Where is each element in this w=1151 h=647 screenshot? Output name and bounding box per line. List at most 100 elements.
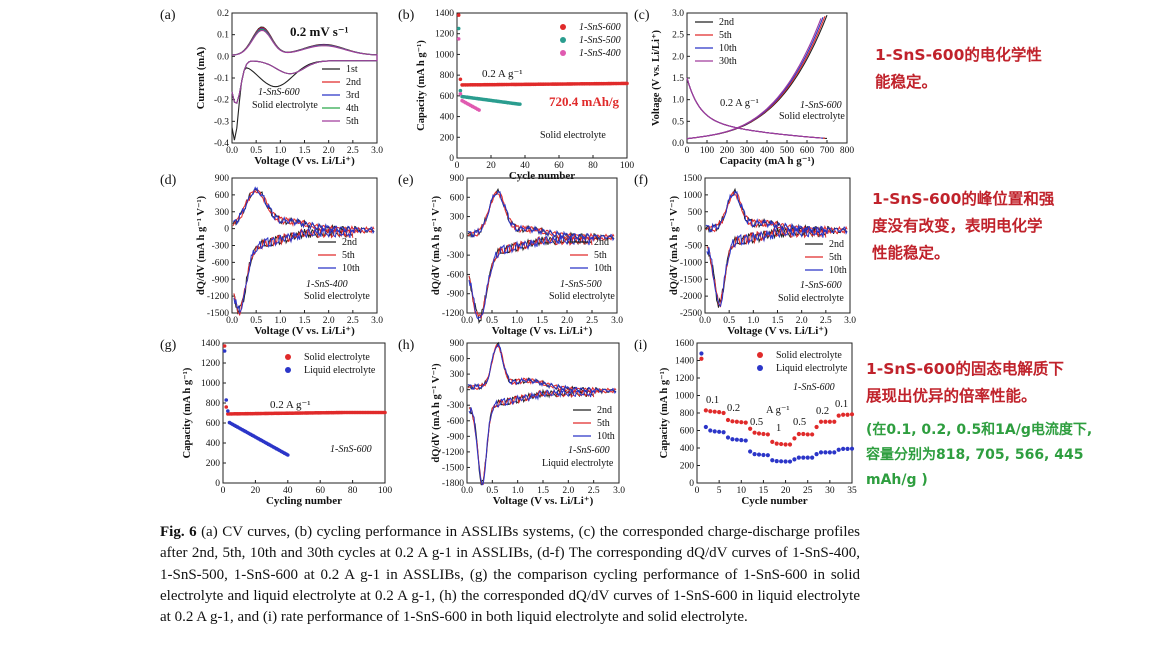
y-tick-label: 1.0	[672, 96, 684, 106]
panel-letter: (i)	[634, 338, 648, 353]
y-tick-label: -900	[447, 290, 465, 300]
y-tick-label: -2000	[680, 292, 702, 302]
point-liquid-electrolyte	[734, 437, 739, 442]
y-tick-label: 300	[215, 208, 230, 218]
point-solid-electrolyte	[845, 412, 850, 417]
y-tick-label: 2.5	[672, 31, 684, 41]
point-solid-electrolyte	[699, 356, 704, 361]
y-tick-label: 1500	[683, 174, 702, 184]
rate-label: 0.1	[835, 399, 848, 410]
legend-entry: 5th	[829, 252, 842, 263]
rate-label: 1	[776, 423, 781, 434]
point-liquid-electrolyte	[849, 446, 855, 451]
x-tick-label: 1.5	[772, 316, 784, 326]
point-solid-electrolyte	[836, 413, 841, 418]
legend-entry: 1st	[346, 64, 358, 75]
x-tick-label: 1.0	[512, 486, 524, 496]
y-tick-label: 600	[450, 355, 465, 365]
point-solid-electrolyte	[841, 412, 846, 417]
point-solid-electrolyte	[796, 431, 801, 437]
current-density-label: 0.2 A g⁻¹	[270, 399, 311, 411]
x-tick-label: 20	[251, 486, 261, 496]
x-tick-label: 500	[780, 146, 795, 156]
point-solid-electrolyte	[761, 431, 766, 437]
y-tick-label: 800	[680, 409, 695, 419]
panel-letter: (f)	[634, 173, 648, 188]
panel-d: (d) 0.0 0.5 1.0 1.5 2.0 2.5 3.0 900 600 300 0 -300 -6…	[160, 173, 383, 337]
panel-a: (a) 0.0 0.5 1.0 1.5 2.0 2.5 3.0 0.2 0.1 0.0 -0.1 -0.…	[160, 8, 383, 167]
caption-label: Fig. 6	[160, 524, 197, 540]
x-tick-label: 0.0	[461, 486, 473, 496]
x-tick-label: 700	[820, 146, 835, 156]
point-liquid-electrolyte	[792, 457, 797, 462]
x-tick-label: 0	[221, 486, 226, 496]
x-tick-label: 1.0	[274, 146, 286, 156]
point-liquid-electrolyte	[712, 429, 717, 434]
y-tick-label: 600	[215, 191, 230, 201]
point-solid-electrolyte	[708, 409, 713, 414]
y-tick-label: 0	[459, 232, 464, 242]
x-tick-label: 3.0	[613, 486, 625, 496]
legend-entry: 2nd	[594, 237, 609, 248]
legend-entry: 5th	[346, 116, 359, 127]
legend-entry: Liquid electrolyte	[776, 363, 848, 374]
point-solid-electrolyte	[743, 420, 748, 425]
legend-entry: 30th	[719, 56, 737, 67]
point-liquid-electrolyte	[756, 452, 762, 457]
point-liquid-electrolyte	[286, 453, 290, 457]
y-tick-label: 300	[450, 370, 465, 380]
x-tick-label: 2.5	[820, 316, 832, 326]
point-1-SnS-400	[477, 108, 481, 112]
x-tick-label: 0	[685, 146, 690, 156]
point-liquid-electrolyte	[730, 437, 735, 442]
panel-letter: (c)	[634, 8, 650, 23]
x-tick-label: 3.0	[611, 316, 623, 326]
point-solid-electrolyte	[832, 419, 837, 424]
point-solid-electrolyte	[765, 432, 770, 437]
panel-h: (h) 0.0 0.5 1.0 1.5 2.0 2.5 3.0 900 600 300 0 -300 -6…	[398, 338, 625, 507]
dqdv-discharge-10th	[233, 227, 354, 315]
x-tick-label: 0.5	[486, 316, 498, 326]
figure-6: (a) 0.0 0.5 1.0 1.5 2.0 2.5 3.0 0.2 0.1 0.0 -0.1 -0.…	[160, 8, 857, 507]
y-tick-label: 900	[450, 174, 465, 184]
panel-letter: (a)	[160, 8, 176, 23]
sample-label: 1-SnS-600	[568, 445, 610, 456]
point-liquid-electrolyte	[717, 429, 722, 434]
y-tick-label: 1000	[435, 50, 454, 60]
x-tick-label: 400	[760, 146, 775, 156]
x-axis-label: Cycle number	[741, 495, 807, 507]
sample-label: 1-SnS-500	[560, 279, 602, 290]
x-axis-label: Cycling number	[266, 495, 342, 507]
panel-letter: (d)	[160, 173, 177, 188]
y-axis-label: dQ/dV (mA h g⁻¹ V⁻¹)	[196, 195, 207, 295]
y-tick-label: 600	[450, 193, 465, 203]
panel-c: (c) 0 100 200 300 400 500 600 700 800 3.0 2.5 2.0 1.5…	[634, 8, 854, 167]
y-tick-label: -600	[212, 258, 230, 268]
legend-entry: 5th	[719, 30, 732, 41]
x-tick-label: 20	[486, 161, 496, 171]
point-solid-electrolyte	[827, 419, 832, 424]
y-axis-label: Capacity (mA h g⁻¹)	[416, 40, 427, 131]
y-tick-label: 0	[459, 386, 464, 396]
point-solid-electrolyte	[801, 431, 806, 437]
x-tick-label: 0.5	[250, 146, 262, 156]
x-tick-label: 1.5	[536, 316, 548, 326]
point-solid-electrolyte	[810, 432, 815, 437]
point-solid-electrolyte	[849, 412, 855, 417]
y-tick-label: -500	[685, 242, 703, 252]
point-solid-electrolyte	[814, 424, 819, 430]
scan-rate-label: 0.2 mV s⁻¹	[290, 24, 349, 39]
legend-entry: Solid electrolyte	[776, 350, 842, 361]
y-tick-label: -300	[212, 242, 230, 252]
electrolyte-label: Solid electrolyte	[540, 130, 606, 141]
y-tick-label: 900	[450, 339, 465, 349]
rate-label: 0.2	[816, 406, 829, 417]
legend-entry: 10th	[719, 43, 737, 54]
point-liquid-electrolyte	[703, 424, 708, 430]
legend-marker	[757, 365, 763, 371]
y-tick-label: -300	[447, 401, 465, 411]
x-tick-label: 20	[781, 486, 791, 496]
x-axis-label: Voltage (V vs. Li/Li⁺)	[492, 325, 593, 337]
electrolyte-label: Solid electrolyte	[252, 100, 318, 111]
panel-letter: (g)	[160, 338, 177, 353]
